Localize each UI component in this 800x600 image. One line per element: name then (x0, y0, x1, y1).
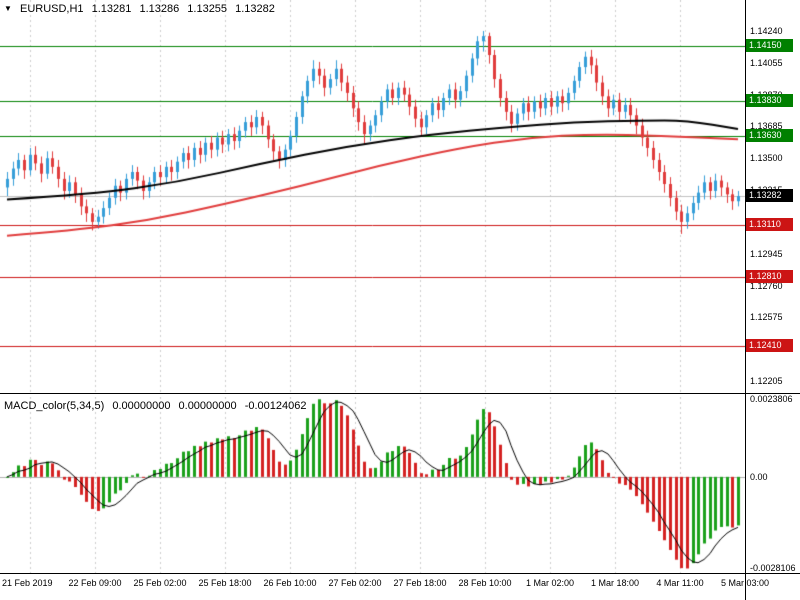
time-axis-label: 26 Feb 10:00 (263, 578, 317, 588)
price-axis[interactable]: 1.142401.140551.138701.136851.135001.133… (746, 0, 800, 573)
time-axis-label: 21 Feb 2019 (2, 578, 53, 588)
macd-indicator-title: MACD_color(5,34,5) 0.00000000 0.00000000… (4, 400, 311, 412)
macd-indicator-label: MACD_color(5,34,5) (4, 400, 105, 412)
ohlc-open-value: 1.13281 (91, 3, 132, 15)
macd-axis-tick: -0.0028106 (750, 563, 796, 573)
price-axis-tick: 1.14240 (750, 26, 783, 36)
ohlc-low-value: 1.13255 (187, 3, 228, 15)
chart-dropdown-icon[interactable]: ▼ (4, 4, 12, 13)
price-axis-tick: 1.12205 (750, 376, 783, 386)
symbol-period-label: EURUSD,H1 (19, 3, 84, 15)
time-axis-label: 22 Feb 09:00 (68, 578, 122, 588)
time-axis[interactable]: 21 Feb 2019 22 Feb 09:00 25 Feb 02:00 25 Fe… (0, 576, 800, 600)
time-axis-label: 25 Feb 02:00 (133, 578, 187, 588)
price-axis-tick: 1.12945 (750, 249, 783, 259)
level-price-label: 1.14150 (746, 39, 793, 52)
current-price-label: 1.13282 (746, 189, 793, 202)
price-chart-canvas[interactable] (0, 0, 745, 393)
time-axis-label: 1 Mar 02:00 (525, 578, 575, 588)
time-axis-label: 25 Feb 18:00 (198, 578, 252, 588)
level-price-label: 1.13630 (746, 129, 793, 142)
time-axis-label: 27 Feb 02:00 (328, 578, 382, 588)
time-axis-label: 28 Feb 10:00 (458, 578, 512, 588)
ohlc-close-value: 1.13282 (235, 3, 275, 15)
time-axis-label: 1 Mar 18:00 (590, 578, 640, 588)
ohlc-high-value: 1.13286 (139, 3, 180, 15)
macd-pane-canvas[interactable] (0, 397, 745, 573)
price-axis-tick: 1.12760 (750, 281, 783, 291)
time-axis-separator (0, 573, 800, 574)
macd-display-value-1: 0.00000000 (112, 400, 171, 412)
price-axis-tick: 1.13500 (750, 153, 783, 163)
macd-display-value-3: -0.00124062 (244, 400, 307, 412)
price-axis-tick: 1.13685 (750, 121, 783, 131)
level-price-label: 1.12410 (746, 339, 793, 352)
level-price-label: 1.13830 (746, 94, 793, 107)
price-axis-tick: 1.12575 (750, 312, 783, 322)
macd-axis-tick: 0.00 (750, 472, 768, 482)
level-price-label: 1.12810 (746, 270, 793, 283)
pane-splitter[interactable] (0, 393, 800, 394)
price-axis-tick: 1.14055 (750, 58, 783, 68)
time-axis-label: 4 Mar 11:00 (656, 578, 704, 588)
macd-axis-tick: 0.0023806 (750, 394, 793, 404)
time-axis-label: 27 Feb 18:00 (393, 578, 447, 588)
chart-ohlc-title: ▼ EURUSD,H1 1.13281 1.13286 1.13255 1.13… (4, 3, 280, 15)
macd-display-value-2: 0.00000000 (178, 400, 237, 412)
price-axis-separator (745, 0, 746, 600)
level-price-label: 1.13110 (746, 218, 793, 231)
